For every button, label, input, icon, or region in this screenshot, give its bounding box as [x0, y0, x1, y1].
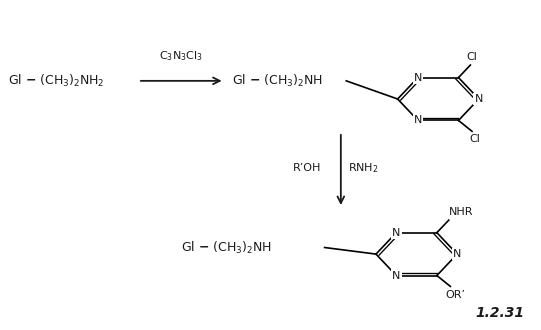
Text: N: N: [414, 73, 422, 82]
Text: Gl $\mathbf{-}$ (CH$_3$)$_2$NH$_2$: Gl $\mathbf{-}$ (CH$_3$)$_2$NH$_2$: [8, 73, 104, 89]
Text: OR’: OR’: [446, 290, 466, 300]
Text: N: N: [392, 271, 400, 280]
Text: Gl $\mathbf{-}$ (CH$_3$)$_2$NH: Gl $\mathbf{-}$ (CH$_3$)$_2$NH: [181, 240, 272, 255]
Text: Gl $\mathbf{-}$ (CH$_3$)$_2$NH: Gl $\mathbf{-}$ (CH$_3$)$_2$NH: [232, 73, 322, 89]
Text: NHR: NHR: [448, 207, 473, 217]
Text: N: N: [474, 94, 483, 104]
Text: R’OH: R’OH: [293, 163, 321, 173]
Text: RNH$_2$: RNH$_2$: [348, 161, 379, 175]
Text: Cl: Cl: [466, 52, 477, 62]
Text: N: N: [453, 249, 461, 259]
Text: N: N: [392, 228, 400, 238]
Text: Cl: Cl: [469, 134, 480, 144]
Text: C$_3$N$_3$Cl$_3$: C$_3$N$_3$Cl$_3$: [159, 49, 203, 63]
Text: 1.2.31: 1.2.31: [476, 306, 525, 320]
Text: N: N: [414, 115, 422, 125]
